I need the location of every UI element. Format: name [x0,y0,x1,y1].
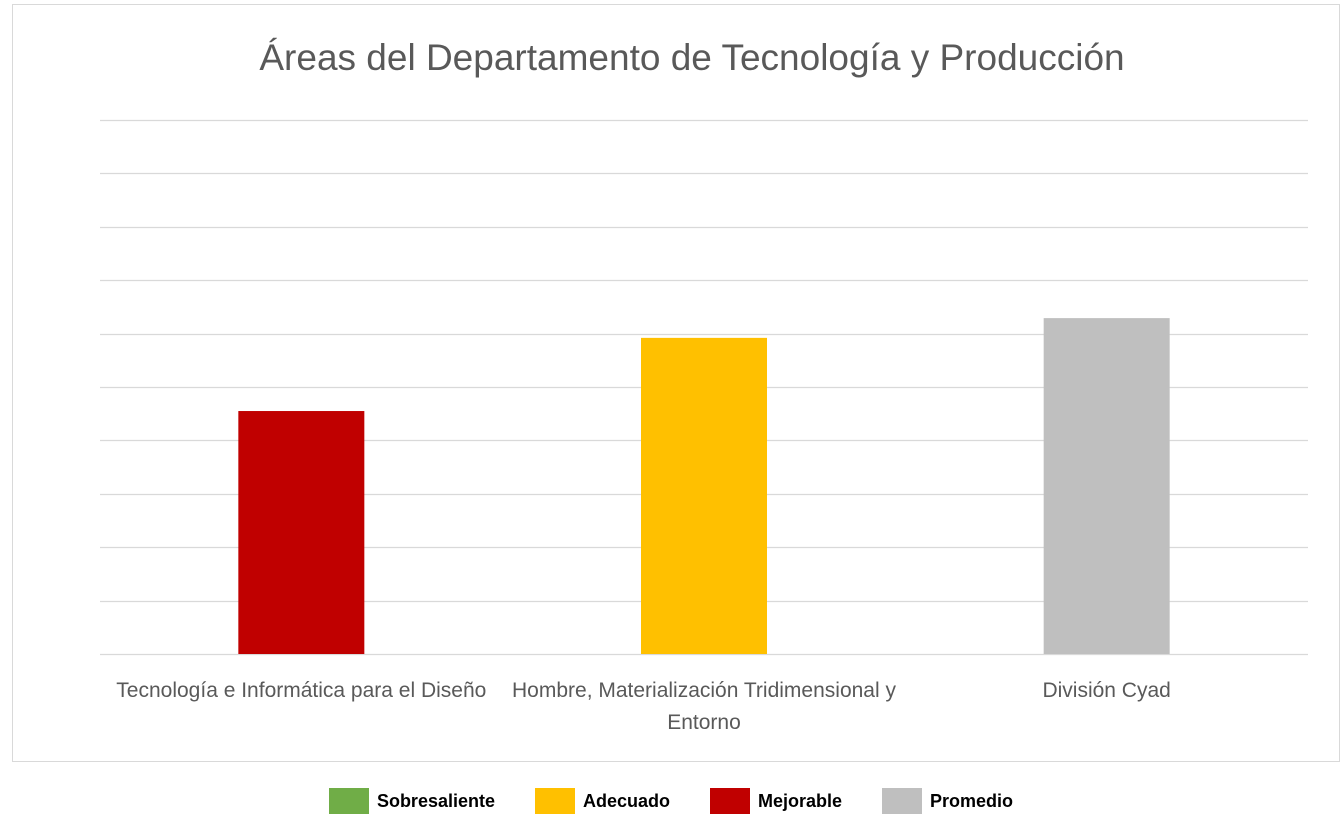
legend-label: Sobresaliente [376,790,495,811]
legend-label: Adecuado [582,790,670,811]
x-tick-label: Tecnología e Informática para el Diseño [116,679,487,702]
chart-title: Áreas del Departamento de Tecnología y P… [259,37,1124,78]
legend-label: Mejorable [758,790,843,811]
legend-item: Promedio [882,788,1013,814]
x-tick-label: División Cyad [1042,679,1171,702]
legend-item: Adecuado [534,788,670,814]
x-tick-label: Hombre, Materialización Tridimensional y… [512,679,896,734]
legend-swatch [534,788,575,814]
legend-swatch [328,788,369,814]
legend-label: Promedio [930,790,1014,811]
legend-swatch [882,788,923,814]
legend-swatch [710,788,750,814]
bar [1043,318,1170,654]
bar [641,337,767,654]
legend-item: Mejorable [710,788,842,814]
legend: Sobresaliente Adecuado Mejorable Promedio [0,788,1342,814]
legend-item: Sobresaliente [328,788,495,814]
bar [238,411,365,654]
